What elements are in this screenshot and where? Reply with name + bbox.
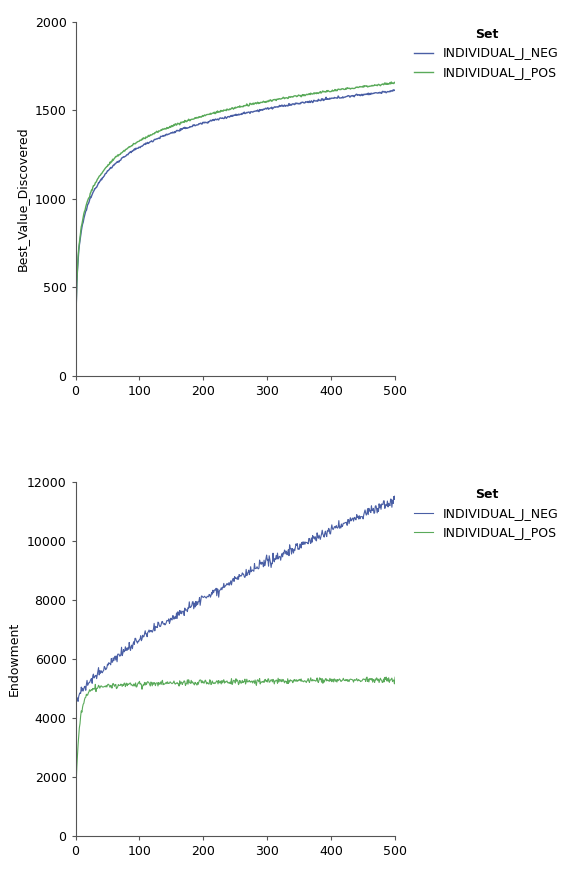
INDIVIDUAL_J_POS — [392, 77, 399, 87]
INDIVIDUAL_J_POS — [73, 778, 80, 788]
Line: INDIVIDUAL_J_POS: INDIVIDUAL_J_POS — [76, 677, 395, 783]
INDIVIDUAL_J_NEG — [224, 579, 231, 590]
INDIVIDUAL_J_NEG — [245, 107, 252, 118]
INDIVIDUAL_J_NEG — [390, 84, 397, 95]
INDIVIDUAL_J_POS — [245, 101, 252, 111]
Legend: INDIVIDUAL_J_NEG, INDIVIDUAL_J_POS: INDIVIDUAL_J_NEG, INDIVIDUAL_J_POS — [414, 489, 558, 540]
INDIVIDUAL_J_NEG — [263, 553, 270, 564]
Legend: INDIVIDUAL_J_NEG, INDIVIDUAL_J_POS: INDIVIDUAL_J_NEG, INDIVIDUAL_J_POS — [414, 28, 558, 79]
Y-axis label: Best_Value_Discovered: Best_Value_Discovered — [16, 126, 29, 271]
INDIVIDUAL_J_POS — [388, 77, 394, 87]
INDIVIDUAL_J_NEG — [263, 103, 270, 113]
INDIVIDUAL_J_NEG — [73, 303, 80, 314]
INDIVIDUAL_J_POS — [226, 104, 233, 114]
Line: INDIVIDUAL_J_POS: INDIVIDUAL_J_POS — [76, 82, 395, 307]
INDIVIDUAL_J_NEG — [392, 490, 399, 501]
INDIVIDUAL_J_POS — [226, 679, 233, 689]
INDIVIDUAL_J_NEG — [334, 523, 341, 533]
INDIVIDUAL_J_NEG — [224, 111, 231, 122]
INDIVIDUAL_J_NEG — [245, 565, 252, 576]
INDIVIDUAL_J_POS — [224, 678, 231, 688]
INDIVIDUAL_J_POS — [364, 672, 371, 682]
INDIVIDUAL_J_POS — [263, 676, 270, 686]
INDIVIDUAL_J_POS — [392, 672, 399, 683]
INDIVIDUAL_J_NEG — [384, 86, 391, 97]
INDIVIDUAL_J_NEG — [334, 93, 341, 104]
INDIVIDUAL_J_NEG — [73, 699, 80, 709]
INDIVIDUAL_J_NEG — [392, 85, 399, 96]
INDIVIDUAL_J_POS — [334, 674, 341, 685]
INDIVIDUAL_J_POS — [245, 676, 252, 686]
INDIVIDUAL_J_NEG — [226, 580, 233, 591]
Line: INDIVIDUAL_J_NEG: INDIVIDUAL_J_NEG — [76, 90, 395, 308]
INDIVIDUAL_J_POS — [384, 78, 391, 89]
Line: INDIVIDUAL_J_NEG: INDIVIDUAL_J_NEG — [76, 496, 395, 704]
INDIVIDUAL_J_NEG — [384, 496, 391, 506]
INDIVIDUAL_J_POS — [334, 84, 341, 95]
INDIVIDUAL_J_POS — [263, 98, 270, 108]
Y-axis label: Endowment: Endowment — [8, 622, 21, 696]
INDIVIDUAL_J_POS — [385, 676, 392, 686]
INDIVIDUAL_J_POS — [224, 105, 231, 115]
INDIVIDUAL_J_POS — [73, 302, 80, 313]
INDIVIDUAL_J_NEG — [226, 111, 233, 122]
